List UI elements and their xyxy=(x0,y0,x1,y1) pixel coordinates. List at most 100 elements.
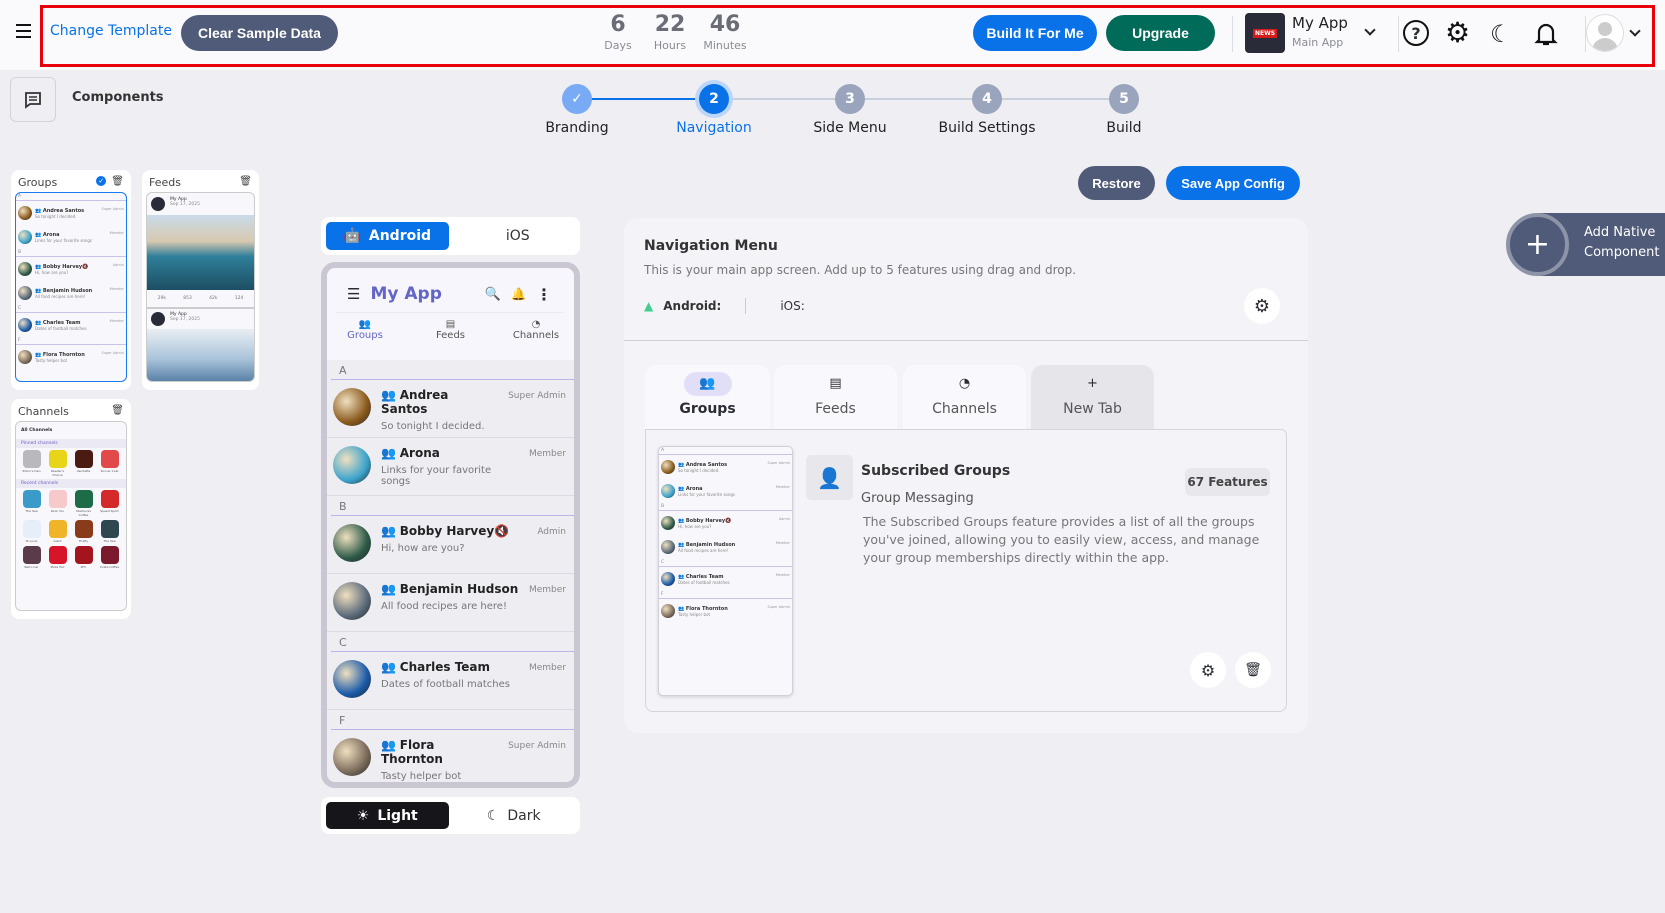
more-vertical-icon[interactable]: ⋮ xyxy=(536,284,552,304)
trash-icon[interactable]: 🗑 xyxy=(111,176,124,187)
step-3-indicator[interactable]: 3 xyxy=(835,84,865,114)
channel-icon xyxy=(22,450,41,468)
member-role: Member xyxy=(109,287,124,291)
list-item[interactable]: 👥 Flora Thornton Tasty helper bot Super Ad… xyxy=(659,599,792,623)
feature-settings-button[interactable]: ⚙ xyxy=(1190,652,1226,688)
list-item[interactable]: 👥 Arona Links for your favorite songs Memb… xyxy=(327,438,574,496)
upgrade-button[interactable]: Upgrade xyxy=(1106,15,1215,51)
dark-option[interactable]: ☾ Dark xyxy=(453,802,576,829)
hamburger-menu-icon[interactable] xyxy=(16,24,31,38)
group-avatar xyxy=(18,262,32,276)
feature-delete-button[interactable]: 🗑 xyxy=(1235,652,1271,688)
tab-label: Groups xyxy=(347,330,383,341)
group-name: Flora Thornton xyxy=(381,738,443,766)
countdown-days: 6 Days xyxy=(593,12,643,52)
save-app-config-button[interactable]: Save App Config xyxy=(1166,166,1300,200)
step-4-indicator[interactable]: 4 xyxy=(972,84,1002,114)
trash-icon[interactable]: 🗑 xyxy=(239,176,252,187)
step-4-label[interactable]: Build Settings xyxy=(938,120,1036,136)
list-item[interactable]: 👥 Benjamin Hudson All food recipes are he… xyxy=(327,574,574,632)
step-5-indicator[interactable]: 5 xyxy=(1109,84,1139,114)
list-item[interactable]: 👥 Arona Links for your favorite songs Memb… xyxy=(16,225,126,249)
channel-icon xyxy=(48,490,67,508)
components-toggle-button[interactable] xyxy=(10,77,56,122)
trash-icon[interactable]: 🗑 xyxy=(111,405,124,416)
group-name: Bobby Harvey xyxy=(399,524,495,538)
clear-sample-data-button[interactable]: Clear Sample Data xyxy=(181,15,338,51)
list-item[interactable]: 👥 Flora Thornton Tasty helper bot Super Ad… xyxy=(327,730,574,782)
app-switcher[interactable]: NEWS My App Main App xyxy=(1245,13,1380,53)
section-header: F xyxy=(659,591,792,599)
list-item[interactable]: 👥 Charles Team Dates of football matches M… xyxy=(659,567,792,591)
app-name: My App xyxy=(1292,14,1348,32)
help-icon[interactable]: ? xyxy=(1403,20,1429,46)
phone-tab-groups[interactable]: 👥 Groups xyxy=(335,319,395,341)
add-group-icon: 👤 xyxy=(806,455,853,500)
step-5-label[interactable]: Build xyxy=(1106,120,1142,136)
hamburger-icon[interactable]: ☰ xyxy=(347,285,361,303)
list-item[interactable]: 👥 Andrea Santos So tonight I decided. Supe… xyxy=(16,201,126,225)
channel-item: The Sea xyxy=(98,520,121,543)
step-1-indicator[interactable]: ✓ xyxy=(562,84,592,114)
gear-icon[interactable]: ⚙ xyxy=(1445,16,1471,49)
bell-icon[interactable]: 🔔 xyxy=(511,287,526,301)
last-message: All food recipes are here! xyxy=(35,293,86,299)
list-item[interactable]: 👥 Andrea Santos So tonight I decided. Supe… xyxy=(327,380,574,438)
phone-tab-feeds[interactable]: ▤ Feeds xyxy=(421,319,481,341)
nav-tab-channels[interactable]: ◔ Channels xyxy=(903,365,1026,429)
groups-preview: A 👥 Andrea Santos So tonight I decided. Sup… xyxy=(15,192,127,382)
step-2-indicator[interactable]: 2 xyxy=(699,84,729,114)
bell-icon[interactable] xyxy=(1533,20,1561,48)
list-item[interactable]: 👥 Benjamin Hudson All food recipes are he… xyxy=(16,281,126,305)
list-item[interactable]: 👥 Benjamin Hudson All food recipes are he… xyxy=(659,535,792,559)
group-avatar xyxy=(661,516,675,530)
list-item[interactable]: 👥 Charles Team Dates of football matches M… xyxy=(327,652,574,710)
component-card-groups[interactable]: Groups ✓ 🗑 A 👥 Andrea Santos So tonight I … xyxy=(11,170,131,390)
build-it-for-me-button[interactable]: Build It For Me xyxy=(973,15,1097,51)
list-item[interactable]: 👥 Flora Thornton Tasty helper bot Super Ad… xyxy=(16,345,126,369)
ios-option[interactable]: iOS xyxy=(453,222,576,250)
countdown-minutes: 46 Minutes xyxy=(700,12,750,52)
list-item[interactable]: 👥 Bobby Harvey🔇 Hi, how are you? Admin xyxy=(327,516,574,574)
light-option[interactable]: ☀ Light xyxy=(326,802,449,829)
group-name: Arona xyxy=(399,446,440,460)
step-3-label[interactable]: Side Menu xyxy=(813,120,887,136)
step-1-label[interactable]: Branding xyxy=(545,120,609,136)
component-card-feeds[interactable]: Feeds 🗑 My App Sep 17, 2025 29k 853 42k 124 M… xyxy=(142,170,259,390)
search-icon[interactable]: 🔍 xyxy=(484,286,502,302)
channel-item: Soccer Club xyxy=(98,450,121,477)
list-item[interactable]: 👥 Arona Links for your favorite songs Memb… xyxy=(659,479,792,503)
list-item[interactable]: 👥 Charles Team Dates of football matches M… xyxy=(16,313,126,337)
tab-icon: 👥 xyxy=(683,372,732,396)
list-item[interactable]: 👥 Bobby Harvey🔇 Hi, how are you? Admin xyxy=(16,257,126,281)
pinned-label: Pinned channels xyxy=(16,439,126,448)
nav-tab-groups[interactable]: 👥 Groups xyxy=(645,365,770,429)
list-item[interactable]: 👥 Bobby Harvey🔇 Hi, how are you? Admin xyxy=(659,511,792,535)
phone-tab-channels[interactable]: ◔ Channels xyxy=(506,319,566,341)
nav-tab-new-tab[interactable]: + New Tab xyxy=(1031,365,1154,429)
group-avatar xyxy=(661,572,675,586)
tab-label: Groups xyxy=(679,401,736,417)
channel-name: Soccer Club xyxy=(100,469,119,473)
check-icon[interactable]: ✓ xyxy=(96,176,107,186)
nav-tab-feeds[interactable]: ▤ Feeds xyxy=(774,365,897,429)
list-item[interactable]: 👥 Andrea Santos So tonight I decided. Supe… xyxy=(659,455,792,479)
android-option[interactable]: 🤖 Android xyxy=(326,222,449,250)
step-2-label[interactable]: Navigation xyxy=(676,120,752,136)
member-role: Member xyxy=(775,485,790,489)
moon-icon[interactable]: ☾ xyxy=(1490,20,1512,48)
restore-button[interactable]: Restore xyxy=(1078,166,1155,200)
add-native-component-button[interactable]: + Add Native Component xyxy=(1506,213,1665,276)
change-template-link[interactable]: Change Template xyxy=(50,23,172,39)
message-icon xyxy=(25,91,41,109)
channel-name: Giant xyxy=(53,539,62,543)
user-avatar[interactable] xyxy=(1586,14,1624,52)
component-card-channels[interactable]: Channels 🗑 All Channels Pinned channels R… xyxy=(11,399,131,619)
channel-name: The Sea xyxy=(25,509,38,513)
section-header: C xyxy=(659,559,792,567)
channels-preview: All Channels Pinned channels Rhino's Den… xyxy=(15,421,127,611)
tab-icon: ▤ xyxy=(829,376,842,391)
channel-item: Speed Sport xyxy=(98,490,121,517)
highlight-box xyxy=(40,5,1655,67)
nav-settings-button[interactable]: ⚙ xyxy=(1244,288,1280,324)
